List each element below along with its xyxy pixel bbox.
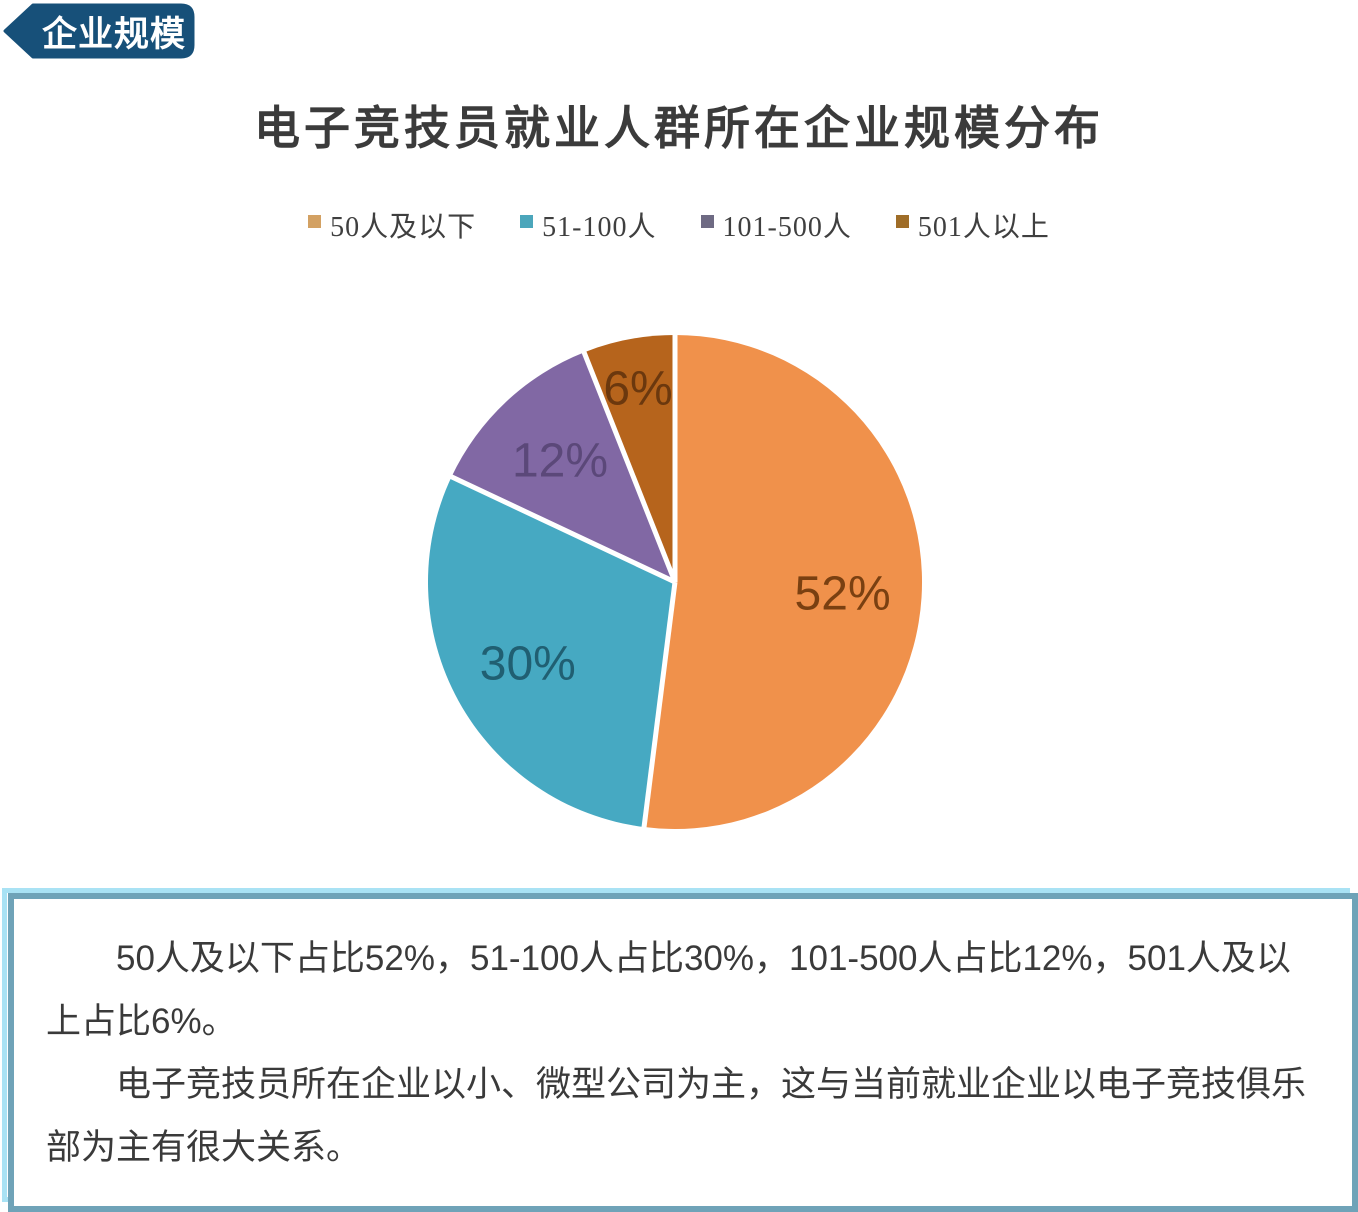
legend-label: 51-100人 — [542, 212, 657, 243]
legend-label: 101-500人 — [722, 212, 852, 243]
legend-swatch-icon — [308, 214, 322, 228]
pie-separator — [641, 581, 678, 829]
pie-separator — [449, 474, 677, 585]
pie-separator — [581, 350, 678, 583]
badge-arrow-shape — [3, 3, 195, 59]
legend-swatch-icon — [520, 214, 534, 228]
legend-item: 501人以上 — [895, 205, 1050, 245]
legend-label: 50人及以下 — [330, 212, 477, 243]
note-box: 50人及以下占比52%，51-100人占比30%，101-500人占比12%，5… — [0, 888, 1358, 1212]
chart-title: 电子竞技员就业人群所在企业规模分布 — [254, 103, 1104, 154]
pie-slice-label: 12% — [512, 434, 608, 487]
pie-slice-50人及以下 — [644, 335, 923, 829]
pie-slice-label: 6% — [603, 363, 672, 416]
pie-slice-label: 30% — [480, 638, 576, 691]
legend-item: 51-100人 — [520, 205, 656, 245]
chart-figure: 电子竞技员就业人群所在企业规模分布 50人及以下 51-100人 101-500人 5… — [0, 103, 1358, 832]
note-box-inner-border — [8, 893, 1358, 1212]
section-badge: 企业规模 — [2, 2, 196, 60]
pie-slice-51-100人 — [428, 476, 675, 828]
legend-item: 101-500人 — [700, 205, 852, 245]
legend-swatch-icon — [895, 214, 909, 228]
legend-item: 50人及以下 — [308, 205, 476, 245]
note-content: 50人及以下占比52%，51-100人占比30%，101-500人占比12%，5… — [14, 899, 1352, 1206]
pie-slice-label: 52% — [795, 567, 891, 620]
pie-chart: 52% 30% 12% 6% — [428, 334, 923, 829]
pie-slice-101-500人 — [451, 352, 675, 582]
badge-label: 企业规模 — [41, 14, 186, 54]
pie-wrap: 52% 30% 12% 6% — [0, 332, 1358, 832]
note-paragraph-analysis: 电子竞技员所在企业以小、微型公司为主，这与当前就业企业以电子竞技俱乐部为主有很大… — [46, 1065, 1307, 1167]
legend-swatch-icon — [700, 214, 714, 228]
chart-legend: 50人及以下 51-100人 101-500人 501人以上 — [0, 205, 1358, 245]
legend-label: 501人以上 — [917, 212, 1050, 243]
note-paragraph-stats: 50人及以下占比52%，51-100人占比30%，101-500人占比12%，5… — [46, 939, 1291, 1041]
